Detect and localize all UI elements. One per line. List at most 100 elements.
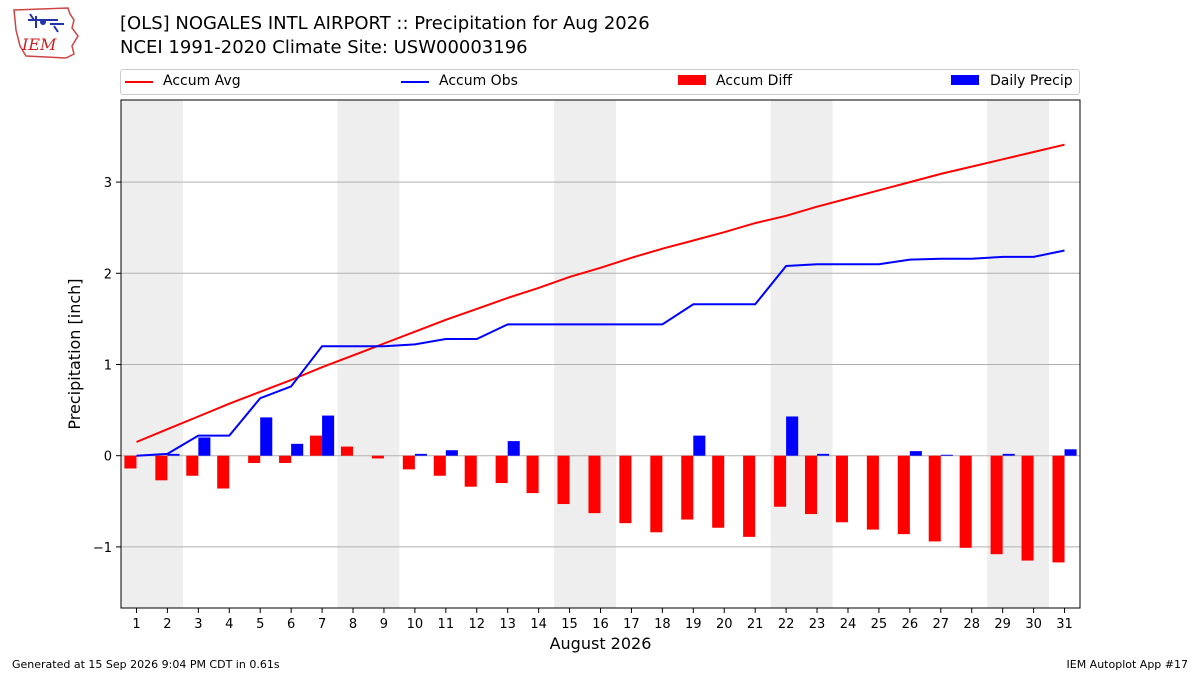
bar-daily-precip — [1002, 453, 1015, 456]
bar-accum-diff — [371, 455, 384, 459]
x-tick-label: 17 — [623, 617, 640, 632]
bar-accum-diff — [866, 455, 879, 530]
bar-accum-diff — [495, 455, 508, 484]
x-tick-label: 18 — [654, 617, 671, 632]
legend-swatch-daily-precip — [951, 75, 979, 85]
legend-label-daily-precip: Daily Precip — [990, 73, 1073, 89]
bar-daily-precip — [322, 415, 335, 456]
iem-logo: IEM — [13, 7, 79, 59]
bar-accum-diff — [402, 455, 415, 470]
x-axis-label: August 2026 — [550, 634, 652, 653]
bar-accum-diff — [1052, 455, 1065, 563]
y-tick-label: 1 — [104, 358, 112, 373]
bar-accum-diff — [340, 446, 354, 456]
x-axis: 1 2 3 4 5 6 7 8 9 10 11 12 13 14 15 16 17 18 19 20 21 22 23 24 2… — [132, 608, 1073, 632]
bar-daily-precip — [167, 453, 180, 456]
y-tick-label: 2 — [104, 267, 112, 282]
x-tick-label: 14 — [530, 617, 547, 632]
bar-daily-precip — [1064, 449, 1077, 456]
y-tick-label: 3 — [104, 176, 112, 191]
legend: Accum Avg Accum Obs Accum Diff Daily Pre… — [120, 69, 1080, 95]
bar-accum-diff — [835, 455, 848, 523]
vane-center-icon — [40, 19, 46, 25]
bars — [124, 415, 1077, 563]
x-tick-label: 7 — [318, 617, 326, 632]
generated-timestamp: Generated at 15 Sep 2026 9:04 PM CDT in … — [12, 658, 280, 671]
legend-label-accum-avg: Accum Avg — [163, 73, 241, 89]
legend-label-accum-diff: Accum Diff — [716, 73, 793, 89]
legend-swatch-accum-avg — [125, 81, 153, 83]
bar-accum-diff — [990, 455, 1003, 555]
bar-daily-precip — [445, 450, 458, 456]
bar-daily-precip — [909, 451, 922, 456]
x-tick-label: 24 — [840, 617, 857, 632]
bar-accum-diff — [557, 455, 570, 505]
x-tick-label: 28 — [963, 617, 980, 632]
bar-accum-diff — [897, 455, 910, 535]
bar-accum-diff — [433, 455, 446, 476]
x-tick-label: 31 — [1056, 617, 1073, 632]
weekend-band-2 — [337, 100, 400, 608]
x-tick-label: 11 — [438, 617, 455, 632]
bar-accum-diff — [279, 455, 292, 463]
bar-accum-diff — [310, 435, 323, 456]
bar-accum-diff — [186, 455, 199, 476]
bar-accum-diff — [959, 455, 972, 548]
x-tick-label: 1 — [132, 617, 140, 632]
bar-daily-precip — [260, 417, 273, 456]
x-tick-label: 25 — [871, 617, 888, 632]
bar-daily-precip — [693, 435, 706, 456]
logo-text: IEM — [21, 35, 57, 54]
x-tick-label: 13 — [499, 617, 516, 632]
legend-label-accum-obs: Accum Obs — [439, 73, 518, 89]
chart-subtitle: NCEI 1991-2020 Climate Site: USW00003196 — [120, 37, 528, 58]
bar-accum-diff — [217, 455, 230, 489]
x-tick-label: 2 — [163, 617, 171, 632]
x-tick-label: 6 — [287, 617, 295, 632]
bar-accum-diff — [464, 455, 477, 487]
weekend-band-4 — [770, 100, 833, 608]
bar-accum-diff — [526, 455, 539, 494]
bar-accum-diff — [619, 455, 632, 524]
x-tick-label: 5 — [256, 617, 264, 632]
bar-accum-diff — [588, 455, 601, 514]
x-tick-label: 4 — [225, 617, 233, 632]
app-credit: IEM Autoplot App #17 — [1066, 658, 1189, 671]
line-accum-avg — [136, 143, 1065, 443]
x-tick-label: 10 — [407, 617, 424, 632]
bar-accum-diff — [681, 455, 694, 520]
legend-swatch-accum-diff — [678, 75, 706, 85]
x-tick-label: 19 — [685, 617, 702, 632]
bar-accum-diff — [155, 455, 168, 481]
x-tick-label: 15 — [561, 617, 578, 632]
bar-accum-diff — [124, 455, 137, 469]
y-tick-label: 0 — [104, 450, 112, 465]
chart-title: [OLS] NOGALES INTL AIRPORT :: Precipitat… — [120, 13, 650, 34]
lines — [136, 143, 1065, 457]
bar-daily-precip — [817, 453, 830, 456]
x-tick-label: 22 — [778, 617, 795, 632]
x-tick-label: 26 — [902, 617, 919, 632]
bar-daily-precip — [786, 416, 799, 456]
x-tick-label: 16 — [592, 617, 609, 632]
x-tick-label: 29 — [994, 617, 1011, 632]
x-tick-label: 9 — [380, 617, 388, 632]
x-tick-label: 27 — [933, 617, 950, 632]
x-tick-label: 3 — [194, 617, 202, 632]
x-tick-label: 30 — [1025, 617, 1042, 632]
y-axis-label: Precipitation [inch] — [65, 278, 84, 429]
bar-accum-diff — [650, 455, 663, 533]
bar-accum-diff — [928, 455, 941, 542]
y-tick-label: −1 — [93, 541, 112, 556]
bar-daily-precip — [414, 453, 427, 456]
weekend-band-1 — [121, 100, 183, 608]
bar-daily-precip — [507, 441, 520, 456]
bar-accum-diff — [774, 455, 787, 507]
bar-daily-precip — [198, 437, 211, 456]
bar-daily-precip — [940, 454, 953, 456]
x-tick-label: 20 — [716, 617, 733, 632]
weekend-band-3 — [554, 100, 616, 608]
bar-accum-diff — [712, 455, 725, 528]
weekend-shading — [121, 100, 1050, 608]
y-axis: −1 0 1 2 3 — [93, 176, 121, 556]
